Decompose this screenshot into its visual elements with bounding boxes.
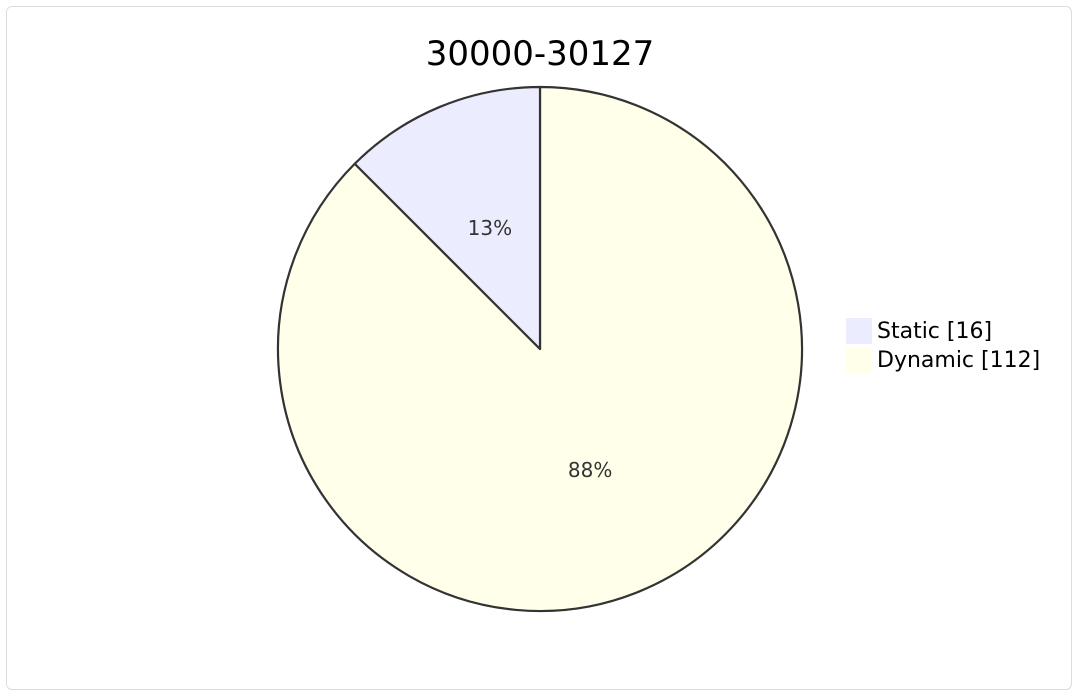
- pie-slices: [276, 85, 804, 613]
- legend-item-static: Static [16]: [846, 318, 992, 344]
- slice-label-dynamic: 88%: [568, 458, 612, 482]
- slice-label-static: 13%: [468, 216, 512, 240]
- legend-label-dynamic: Dynamic [112]: [877, 348, 1040, 373]
- legend-swatch-dynamic: [846, 347, 872, 373]
- pie-slice-labels: 88% 13%: [468, 216, 613, 482]
- pie-slice-static: [353, 85, 542, 351]
- chart-title: 30000-30127: [426, 34, 655, 74]
- legend-label-static: Static [16]: [877, 319, 992, 344]
- legend: Static [16] Dynamic [112]: [846, 318, 1040, 373]
- legend-item-dynamic: Dynamic [112]: [846, 347, 1040, 373]
- legend-swatch-static: [846, 318, 872, 344]
